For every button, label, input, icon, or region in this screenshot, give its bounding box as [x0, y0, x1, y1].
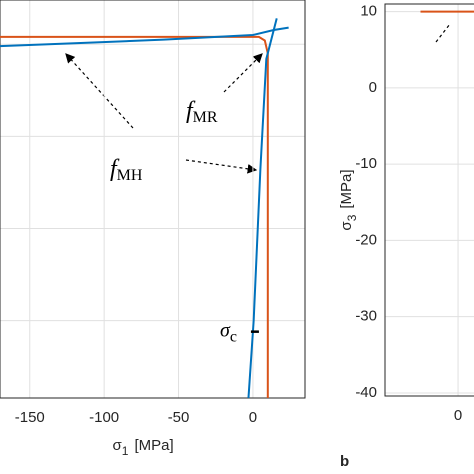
y-tick-label: 10 [360, 3, 377, 20]
line [0, 26, 289, 48]
y-tick-label: -30 [355, 308, 377, 325]
y-tick-label: -10 [355, 155, 377, 172]
arrow [65, 53, 134, 129]
symbol: f [186, 98, 196, 124]
plot-border [384, 3, 474, 397]
y-tick-label: -20 [355, 231, 377, 248]
y-tick-label: 0 [369, 79, 377, 96]
line [0, 35, 269, 398]
x-tick-label: 0 [249, 409, 257, 426]
x-tick-label: -50 [168, 409, 190, 426]
subscript: c [230, 328, 237, 345]
x-tick-label: -150 [15, 409, 45, 426]
line [247, 18, 278, 399]
arrow [185, 159, 258, 174]
axis-label: σc [220, 319, 237, 345]
subscript: MH [117, 167, 143, 184]
subscript: 1 [122, 444, 129, 458]
unit: [MPa] [134, 437, 173, 454]
axis-label: σ3 [MPa] [338, 169, 359, 230]
axis-label: fMR [186, 98, 218, 126]
symbol: σ [113, 437, 123, 454]
axis-label: σ1 [MPa] [113, 437, 174, 458]
symbol: f [110, 156, 120, 182]
arrow [435, 23, 451, 43]
axis-label: fMH [110, 156, 143, 184]
arrows [65, 23, 451, 174]
symbol: σ [338, 221, 355, 231]
y-tick-label: -40 [355, 384, 377, 401]
arrow [223, 53, 263, 93]
symbol: σ [220, 319, 231, 341]
subscript: 3 [345, 214, 359, 221]
plot-border [0, 0, 306, 399]
subscript: MR [193, 109, 218, 126]
x-tick-label: 0 [454, 407, 462, 424]
x-tick-label: -100 [89, 409, 119, 426]
unit: [MPa] [338, 169, 355, 208]
panel-label: b [340, 453, 349, 470]
